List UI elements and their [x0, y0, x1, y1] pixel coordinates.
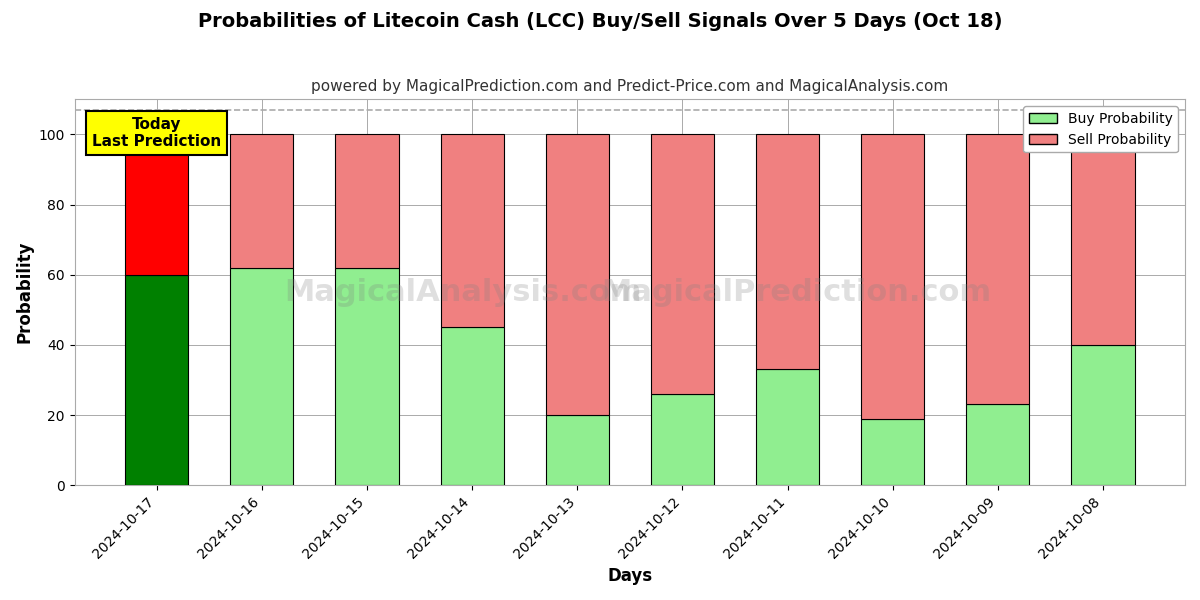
Title: powered by MagicalPrediction.com and Predict-Price.com and MagicalAnalysis.com: powered by MagicalPrediction.com and Pre… — [311, 79, 948, 94]
Bar — [650, 394, 714, 485]
Bar — [230, 268, 293, 485]
Text: Today
Last Prediction: Today Last Prediction — [92, 117, 221, 149]
Bar — [756, 370, 820, 485]
Bar — [862, 419, 924, 485]
Bar — [440, 134, 504, 328]
Bar — [440, 328, 504, 485]
Bar — [125, 275, 188, 485]
Bar — [546, 415, 608, 485]
Text: MagicalAnalysis.com: MagicalAnalysis.com — [284, 278, 642, 307]
Bar — [1072, 345, 1134, 485]
Text: Probabilities of Litecoin Cash (LCC) Buy/Sell Signals Over 5 Days (Oct 18): Probabilities of Litecoin Cash (LCC) Buy… — [198, 12, 1002, 31]
Bar — [756, 134, 820, 370]
Bar — [546, 134, 608, 415]
Text: MagicalPrediction.com: MagicalPrediction.com — [601, 278, 991, 307]
Bar — [966, 404, 1030, 485]
Bar — [862, 134, 924, 419]
Y-axis label: Probability: Probability — [16, 241, 34, 343]
X-axis label: Days: Days — [607, 567, 653, 585]
Bar — [336, 268, 398, 485]
Bar — [1072, 134, 1134, 345]
Bar — [230, 134, 293, 268]
Bar — [966, 134, 1030, 404]
Bar — [650, 134, 714, 394]
Bar — [125, 134, 188, 275]
Legend: Buy Probability, Sell Probability: Buy Probability, Sell Probability — [1024, 106, 1178, 152]
Bar — [336, 134, 398, 268]
